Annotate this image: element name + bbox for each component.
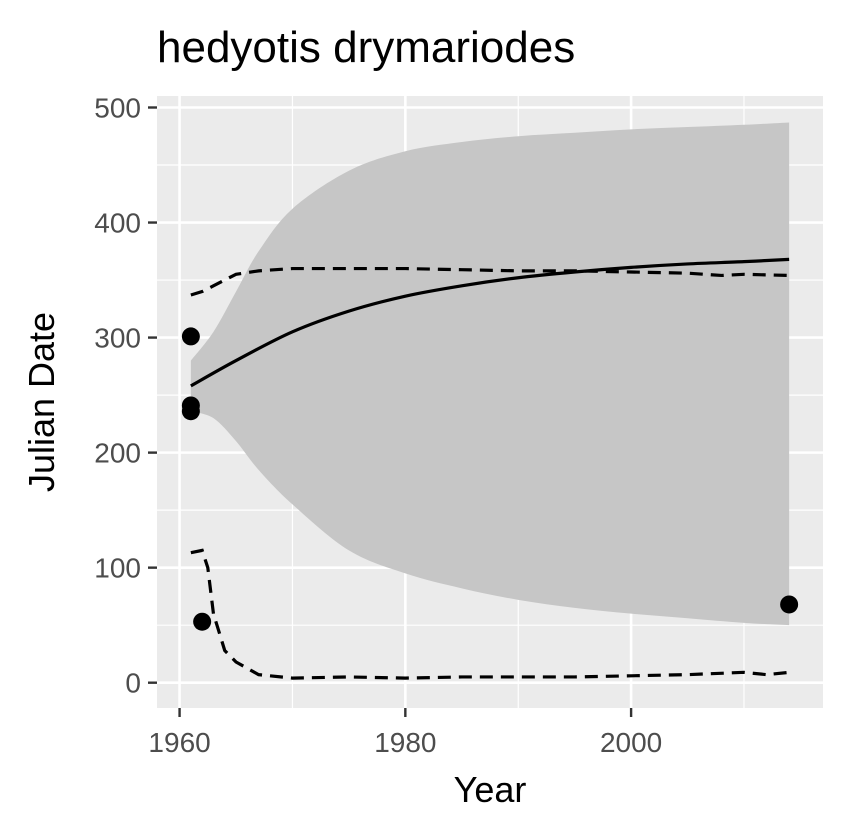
x-tick-label: 2000 xyxy=(600,727,662,758)
y-tick-label: 500 xyxy=(94,93,141,124)
data-point-0 xyxy=(181,327,200,346)
chart-title: hedyotis drymariodes xyxy=(157,23,575,72)
x-axis-title: Year xyxy=(454,769,527,810)
y-tick-label: 400 xyxy=(94,208,141,239)
y-axis-title: Julian Date xyxy=(21,312,62,492)
y-tick-label: 200 xyxy=(94,438,141,469)
lower-quantile-line xyxy=(190,548,790,680)
data-point-3 xyxy=(193,612,212,631)
y-tick-label: 300 xyxy=(94,323,141,354)
x-tick-label: 1980 xyxy=(374,727,436,758)
data-point-2 xyxy=(181,402,200,421)
x-tick-label: 1960 xyxy=(148,727,210,758)
fit-line xyxy=(190,257,790,388)
confidence-band xyxy=(190,122,790,626)
data-points xyxy=(181,327,799,631)
x-axis: 1960 1980 2000 xyxy=(148,708,662,758)
y-tick-label: 100 xyxy=(94,553,141,584)
y-tick-label: 0 xyxy=(125,668,141,699)
y-axis: 0 100 200 300 400 500 xyxy=(94,93,157,699)
data-point-4 xyxy=(780,595,799,614)
